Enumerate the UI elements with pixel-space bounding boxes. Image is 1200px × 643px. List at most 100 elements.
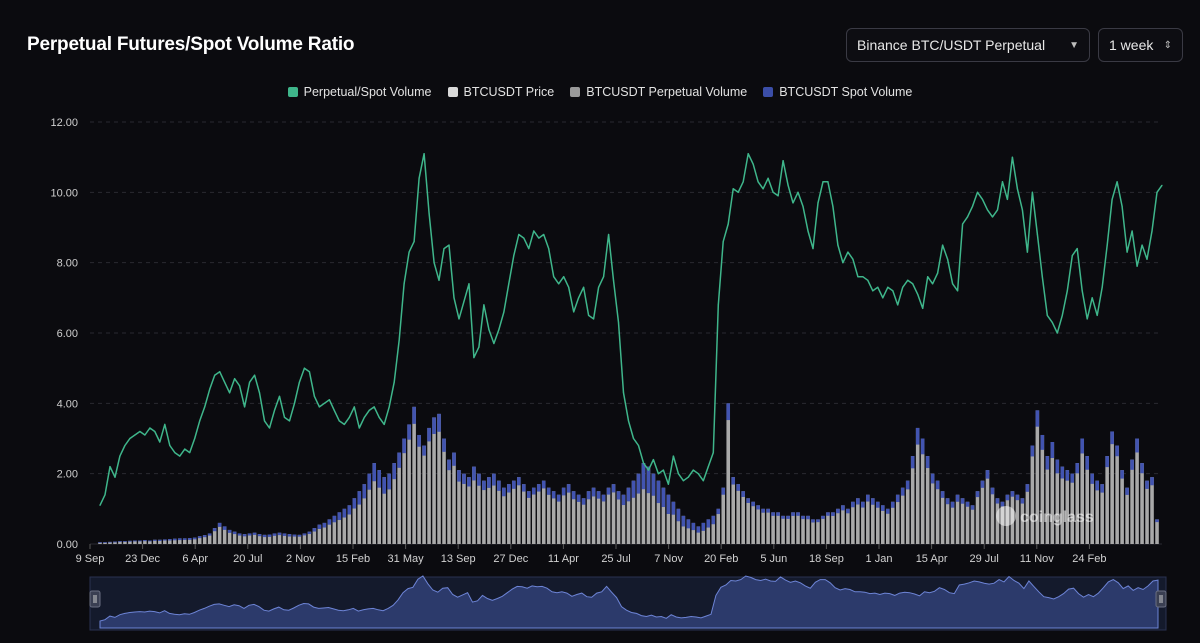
- perp-volume-bar: [851, 501, 855, 544]
- ratio-point: [902, 286, 904, 288]
- spot-volume-bar: [392, 463, 396, 480]
- spot-volume-bar: [307, 531, 312, 535]
- spot-volume-bar: [372, 463, 377, 482]
- perp-volume-bar: [307, 531, 312, 544]
- spot-volume-bar: [292, 534, 297, 537]
- perp-volume-bar: [452, 452, 456, 544]
- legend-item-ratio[interactable]: Perpetual/Spot Volume: [287, 85, 432, 99]
- spot-volume-bar: [1120, 470, 1124, 479]
- spot-volume-bar: [1040, 434, 1045, 450]
- perp-volume-bar: [806, 515, 810, 544]
- spot-volume-bar: [631, 480, 636, 498]
- ratio-point: [897, 304, 899, 306]
- perp-volume-bar: [262, 534, 267, 544]
- watermark-group: coinglass: [996, 506, 1094, 526]
- perp-volume-bar: [631, 480, 636, 544]
- pair-select[interactable]: Binance BTC/USDT Perpetual ▼: [846, 28, 1090, 62]
- perp-volume-bar: [970, 505, 975, 544]
- perp-volume-bar: [507, 484, 511, 544]
- ratio-point: [224, 381, 226, 383]
- spot-volume-bar: [327, 519, 332, 525]
- spot-volume-bar: [940, 491, 945, 498]
- perp-volume-bar: [816, 519, 820, 544]
- perp-volume-bar: [442, 438, 446, 544]
- legend-label-ratio: Perpetual/Spot Volume: [303, 85, 432, 99]
- spot-volume-bar: [576, 494, 581, 502]
- period-select[interactable]: 1 week ⇕: [1098, 28, 1183, 62]
- ratio-point: [423, 153, 425, 155]
- spot-volume-bar: [581, 498, 586, 505]
- spot-volume-bar: [452, 452, 456, 466]
- perp-volume-bar: [661, 487, 666, 544]
- ratio-point: [313, 395, 315, 397]
- perp-volume-bar: [402, 438, 406, 544]
- perp-volume-bar: [502, 487, 506, 544]
- legend-item-perp-volume[interactable]: BTCUSDT Perpetual Volume: [570, 85, 747, 99]
- ratio-point: [647, 469, 650, 471]
- spot-volume-bar: [302, 533, 307, 536]
- spot-volume-bar: [402, 438, 406, 454]
- ratio-point: [398, 339, 400, 341]
- spot-volume-bar: [806, 515, 810, 520]
- perp-volume-bar: [701, 522, 706, 544]
- perp-volume-bar: [1040, 434, 1045, 544]
- perp-volume-bar: [317, 524, 322, 544]
- perp-volume-bar: [447, 459, 451, 544]
- spot-volume-bar: [930, 473, 935, 484]
- legend-item-spot-volume[interactable]: BTCUSDT Spot Volume: [763, 85, 912, 99]
- spot-volume-bar: [736, 484, 740, 491]
- perp-volume-bar: [1060, 466, 1065, 544]
- spot-volume-bar: [207, 533, 212, 536]
- spot-volume-bar: [187, 538, 192, 540]
- perp-volume-bar: [935, 480, 940, 544]
- perp-volume-bar: [422, 445, 426, 544]
- ratio-point: [373, 406, 375, 408]
- spot-volume-bar: [477, 473, 481, 486]
- spot-volume-bar: [885, 508, 890, 514]
- ratio-point: [752, 163, 754, 165]
- ratio-point: [1106, 244, 1108, 246]
- ratio-point: [443, 248, 445, 250]
- perp-volume-bar: [581, 498, 586, 544]
- spot-volume-bar: [1065, 470, 1070, 481]
- ratio-point: [1126, 251, 1128, 253]
- spot-volume-bar: [113, 541, 117, 543]
- legend-item-price[interactable]: BTCUSDT Price: [447, 85, 554, 99]
- spot-volume-bar: [1110, 431, 1114, 445]
- ratio-point: [433, 262, 435, 264]
- y-tick-label: 12.00: [50, 117, 78, 129]
- ratio-point: [413, 240, 415, 243]
- ratio-point: [702, 480, 704, 482]
- spot-volume-bar: [771, 512, 775, 516]
- perp-volume-bar: [462, 473, 466, 544]
- ratio-point: [268, 427, 271, 429]
- x-tick-label: 25 Jul: [601, 553, 630, 565]
- ratio-point: [159, 441, 161, 443]
- perp-volume-bar: [1035, 410, 1040, 544]
- ratio-point: [692, 469, 694, 471]
- spot-volume-bar: [437, 413, 441, 432]
- spot-volume-bar: [103, 542, 107, 544]
- y-tick-label: 8.00: [57, 258, 78, 270]
- pair-select-label: Binance BTC/USDT Perpetual: [857, 37, 1046, 53]
- ratio-point: [622, 392, 625, 394]
- ratio-point: [996, 209, 999, 211]
- ratio-point: [882, 297, 884, 299]
- ratio-point: [697, 473, 699, 475]
- perp-volume-bar: [1015, 494, 1020, 544]
- ratio-point: [867, 279, 869, 281]
- ratio-point: [234, 378, 236, 380]
- ratio-point: [1006, 198, 1009, 200]
- ratio-point: [498, 328, 500, 331]
- spot-volume-bar: [277, 532, 282, 536]
- spot-volume-bar: [861, 501, 865, 508]
- spot-volume-bar: [716, 508, 721, 515]
- ratio-point: [458, 318, 460, 320]
- spot-volume-bar: [960, 498, 965, 504]
- spot-volume-bar: [836, 508, 840, 514]
- ratio-point: [827, 181, 829, 183]
- ratio-point: [602, 276, 605, 278]
- spot-volume-bar: [317, 524, 322, 529]
- spot-volume-bar: [1020, 498, 1025, 504]
- perp-volume-bar: [477, 473, 481, 544]
